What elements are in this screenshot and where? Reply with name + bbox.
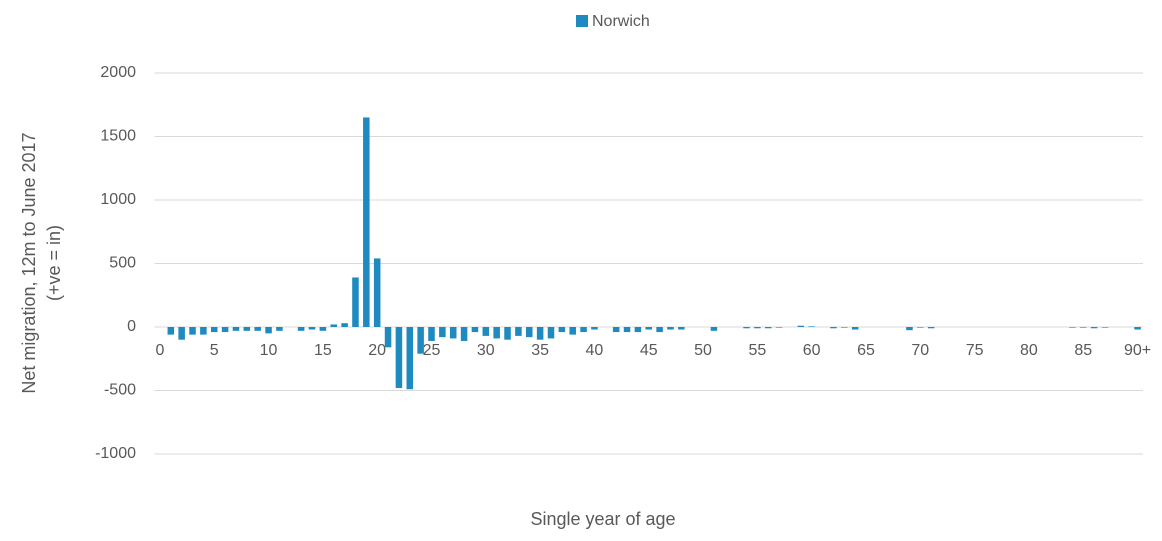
bar [493,327,500,339]
bar [1069,327,1076,328]
bar [645,327,653,330]
bar [612,327,620,333]
x-tick-label: 5 [210,342,219,359]
x-tick-label: 45 [640,342,658,359]
bar [656,327,663,333]
x-tick-label: 0 [155,342,164,359]
x-tick-label: 65 [857,342,875,359]
bar [439,327,446,338]
bar [580,327,587,333]
y-tick-label: 0 [127,318,136,335]
bar [330,324,337,327]
y-axis-label-line: Net migration, 12m to June 2017 [19,132,39,393]
bar [678,327,685,330]
bar [167,327,175,335]
x-tick-label: 40 [586,342,604,359]
y-tick-label: 500 [109,255,136,272]
bar [906,327,913,331]
x-tick-label: 15 [314,342,332,359]
bar [352,277,359,327]
bar [775,327,783,328]
bar [841,327,848,328]
bar [743,327,750,329]
x-tick-label: 55 [748,342,766,359]
bar [797,325,805,327]
x-tick-label: 60 [803,342,821,359]
x-tick-label: 50 [694,342,712,359]
x-tick-label: 75 [966,342,984,359]
bar [591,327,598,330]
bar [482,327,490,336]
bar [243,327,251,331]
x-tick-label: 70 [911,342,929,359]
x-tick-label: 10 [260,342,278,359]
bar [851,327,859,330]
bar [254,327,261,331]
bar [808,326,815,327]
bar [200,327,207,335]
bar [276,327,283,331]
bar [189,327,196,335]
legend-swatch [576,15,588,27]
y-tick-label: 1500 [100,128,136,145]
bar [297,327,305,331]
bar [927,327,935,329]
bar [178,327,185,340]
x-tick-label: 30 [477,342,495,359]
bar [232,327,240,331]
y-tick-label: 1000 [100,191,136,208]
bar [1101,327,1109,328]
x-tick-label: 80 [1020,342,1038,359]
bar [536,327,544,340]
bar [221,327,229,333]
bar [526,327,533,338]
bar [363,117,370,327]
bar [341,323,348,327]
bar [667,327,674,330]
bar [395,327,403,388]
bar [710,327,718,331]
x-tick-label: 20 [368,342,386,359]
x-tick-label: 85 [1074,342,1092,359]
bar [764,327,772,329]
legend-label: Norwich [592,13,650,30]
bar [449,327,457,339]
bar [428,327,435,341]
bar [830,327,837,329]
y-tick-label: -1000 [95,445,136,462]
bar [319,327,327,331]
bar [384,327,392,348]
bar [504,327,511,340]
y-tick-label: -500 [104,382,136,399]
x-tick-label: 25 [423,342,441,359]
bar [547,327,555,339]
bar [406,327,414,390]
bar [373,258,381,327]
bar [754,327,761,329]
bar [210,327,218,333]
bar [1090,327,1098,329]
bar [623,327,631,333]
x-axis-label: Single year of age [530,509,675,529]
y-tick-label: 2000 [100,64,136,81]
bar [417,327,424,354]
bar [1079,327,1087,328]
bar [265,327,272,334]
bar [634,327,642,333]
bar [471,327,479,333]
y-axis-label: Net migration, 12m to June 2017 (+ve = i… [19,132,64,393]
bar [515,327,522,336]
bar [569,327,576,335]
x-tick-label: 35 [531,342,549,359]
bar [558,327,566,333]
x-tick-label: 90+ [1124,342,1151,359]
bar [1134,327,1141,330]
y-axis-label-line: (+ve = in) [44,225,64,301]
bar [917,327,924,328]
bar [460,327,468,341]
bar [308,327,316,330]
